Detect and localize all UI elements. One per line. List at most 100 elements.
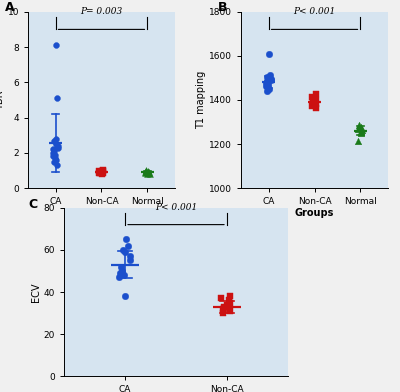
Point xyxy=(53,157,60,163)
Text: P< 0.001: P< 0.001 xyxy=(294,7,336,16)
Point xyxy=(100,168,106,174)
Point xyxy=(225,297,232,303)
Point xyxy=(312,105,319,111)
Point xyxy=(264,79,270,85)
Point xyxy=(265,84,272,90)
Point xyxy=(310,99,316,105)
Point xyxy=(96,170,103,176)
X-axis label: Groups: Groups xyxy=(295,208,334,218)
Point xyxy=(312,95,318,102)
Point xyxy=(313,101,319,107)
Text: A: A xyxy=(4,1,14,14)
Point xyxy=(355,126,361,132)
Point xyxy=(359,127,365,133)
Point xyxy=(268,76,274,82)
Y-axis label: ECV: ECV xyxy=(31,282,41,302)
Point xyxy=(53,42,59,49)
Point xyxy=(220,304,227,310)
Point xyxy=(124,243,131,249)
Point xyxy=(116,270,123,276)
Point xyxy=(96,170,102,176)
Point xyxy=(54,143,61,149)
Point xyxy=(118,268,125,274)
Point xyxy=(100,167,106,173)
Point xyxy=(309,94,315,100)
Point xyxy=(52,141,59,147)
Point xyxy=(51,148,57,154)
Point xyxy=(266,71,273,78)
Point xyxy=(356,122,362,128)
Point xyxy=(97,169,103,176)
Point xyxy=(227,293,234,299)
Point xyxy=(117,264,124,270)
Point xyxy=(121,272,128,278)
Point xyxy=(142,169,148,175)
Text: B: B xyxy=(218,1,227,14)
Point xyxy=(358,130,364,137)
Point xyxy=(100,169,106,176)
Point xyxy=(263,82,269,89)
Point xyxy=(99,168,106,174)
Point xyxy=(51,138,58,144)
Point xyxy=(263,78,270,84)
Point xyxy=(144,168,151,174)
Point xyxy=(54,145,61,151)
Point xyxy=(310,100,316,106)
Point xyxy=(116,274,122,280)
Point xyxy=(121,293,128,299)
Text: C: C xyxy=(28,198,37,211)
Point xyxy=(54,95,60,102)
Point xyxy=(313,96,319,103)
Point xyxy=(220,306,226,312)
Point xyxy=(145,169,152,176)
Point xyxy=(220,310,226,316)
Point xyxy=(313,91,319,98)
Point xyxy=(266,75,272,82)
Point xyxy=(266,86,273,92)
Point xyxy=(145,170,151,176)
Point xyxy=(263,80,269,86)
Point xyxy=(268,76,274,83)
Point xyxy=(96,167,102,174)
Point xyxy=(122,249,128,255)
Point xyxy=(309,103,316,109)
Point xyxy=(53,136,59,142)
Y-axis label: TBR: TBR xyxy=(0,90,5,110)
Point xyxy=(264,74,271,80)
Point xyxy=(356,125,362,131)
Point xyxy=(311,97,318,103)
Point xyxy=(146,169,152,175)
Point xyxy=(266,51,272,57)
Y-axis label: T1 mapping: T1 mapping xyxy=(196,71,206,129)
Point xyxy=(145,169,151,176)
Point xyxy=(147,171,153,177)
Point xyxy=(51,158,58,165)
Point xyxy=(227,308,233,314)
Point xyxy=(127,253,133,260)
Point xyxy=(355,138,361,144)
Point xyxy=(264,87,270,94)
Point xyxy=(53,162,60,169)
X-axis label: Groups: Groups xyxy=(82,208,121,218)
Point xyxy=(358,129,364,136)
Point xyxy=(224,301,230,308)
Point xyxy=(142,170,148,176)
Point xyxy=(50,153,56,160)
Point xyxy=(143,167,150,173)
Point xyxy=(127,257,133,263)
Point xyxy=(227,299,233,306)
Point xyxy=(142,168,149,174)
Point xyxy=(122,236,129,243)
Point xyxy=(358,124,364,130)
Point xyxy=(50,146,57,152)
Point xyxy=(98,169,105,175)
Text: P= 0.003: P= 0.003 xyxy=(80,7,122,16)
Point xyxy=(119,247,126,253)
Point xyxy=(99,171,106,177)
Point xyxy=(52,155,58,162)
Point xyxy=(265,81,272,87)
Point xyxy=(358,128,364,134)
Point xyxy=(97,169,103,175)
Point xyxy=(50,150,56,156)
Text: P< 0.001: P< 0.001 xyxy=(155,203,197,212)
